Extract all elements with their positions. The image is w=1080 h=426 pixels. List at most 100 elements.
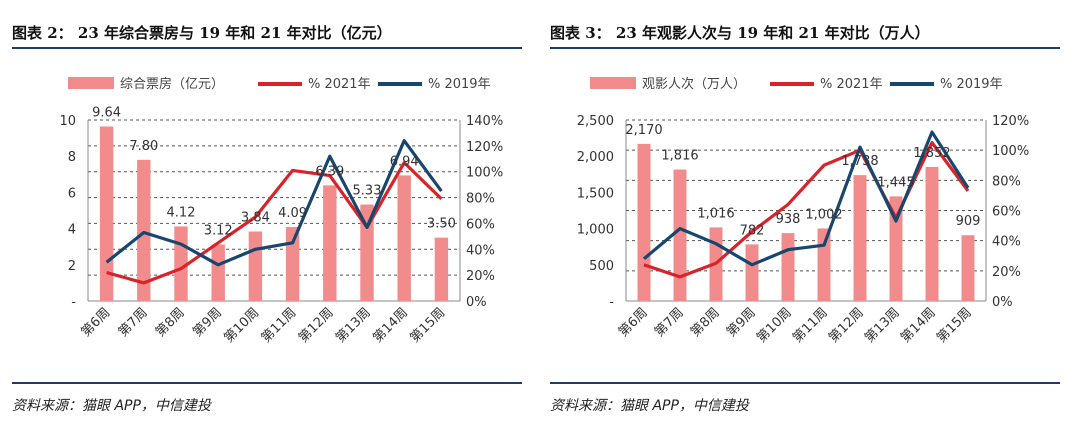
bar-data-label: 5.33 (353, 184, 382, 199)
right-tick-label: 80% (992, 174, 1021, 189)
left-tick-label: 2,500 (577, 114, 614, 129)
bar-data-label: 1,738 (841, 154, 878, 169)
bar (889, 196, 903, 301)
source-note: 资料来源：猫眼 APP，中信建投 (550, 398, 749, 414)
bar-data-label: 1,002 (805, 207, 842, 222)
right-tick-label: 80% (466, 192, 495, 207)
category-label: 第12周 (826, 305, 867, 346)
legend-label: % 2019年 (428, 77, 491, 92)
right-tick-label: 140% (466, 114, 503, 129)
left-panel: 图表 2： 23 年综合票房与 19 年和 21 年对比（亿元） 综合票房（亿元… (12, 0, 537, 426)
bar-data-label: 6.39 (315, 164, 344, 179)
left-tick-label: 1,500 (577, 186, 614, 201)
bar-data-label: 4.12 (167, 205, 196, 220)
bar (925, 166, 939, 301)
source-note: 资料来源：猫眼 APP，中信建投 (12, 398, 211, 414)
bar (434, 237, 449, 301)
source-divider (12, 382, 522, 384)
left-tick-label: 4 (68, 223, 76, 238)
legend-label: % 2019年 (940, 77, 1003, 92)
bar-data-label: 9.64 (92, 106, 121, 121)
category-label: 第15周 (934, 305, 975, 346)
legend-swatch-bars (68, 77, 114, 89)
bar-data-label: 3.50 (427, 217, 456, 232)
bar (99, 126, 114, 302)
left-tick-label: 2,000 (577, 150, 614, 165)
bar (745, 244, 759, 301)
category-label: 第15周 (408, 305, 449, 346)
left-tick-label: 500 (589, 259, 614, 274)
category-label: 第10周 (222, 305, 263, 346)
bar-data-label: 2,170 (625, 123, 662, 138)
right-tick-label: 120% (992, 114, 1029, 129)
bar (285, 226, 300, 301)
category-label: 第7周 (116, 305, 151, 340)
right-tick-label: 20% (466, 269, 495, 284)
bar-data-label: 1,445 (877, 175, 914, 190)
series-line-2019 (642, 130, 970, 267)
bar-data-label: 3.12 (204, 224, 233, 239)
left-tick-label: - (609, 295, 614, 310)
category-label: 第11周 (790, 305, 831, 346)
category-label: 第13周 (333, 305, 374, 346)
admissions-chart: 观影人次（万人） % 2021年 % 2019年 0% 20% 40% 60% 80% 100%… (577, 76, 1029, 346)
category-label: 第8周 (688, 305, 723, 340)
bar-data-label: 938 (776, 212, 801, 227)
category-label: 第13周 (862, 305, 903, 346)
bar (637, 143, 651, 301)
right-tick-label: 60% (466, 217, 495, 232)
bar (137, 159, 151, 301)
bar-data-label: 782 (740, 223, 765, 238)
left-tick-label: 1,000 (577, 223, 614, 238)
bar (673, 169, 687, 301)
right-tick-label: 0% (992, 295, 1013, 310)
bar (781, 233, 795, 301)
chart-title: 图表 2： 23 年综合票房与 19 年和 21 年对比（亿元） (12, 24, 392, 42)
category-label: 第14周 (898, 305, 939, 346)
right-tick-label: 100% (466, 166, 503, 181)
bar-data-label: 1,852 (913, 146, 950, 161)
legend-label: % 2021年 (820, 77, 883, 92)
left-tick-label: 6 (68, 186, 76, 201)
bar (817, 228, 831, 301)
title-divider (12, 47, 522, 49)
category-label: 第8周 (153, 305, 188, 340)
bar (248, 231, 263, 301)
category-label: 第14周 (370, 305, 411, 346)
bar-data-label: 1,016 (697, 206, 734, 221)
category-label: 第9周 (190, 305, 225, 340)
bar-data-label: 909 (956, 214, 981, 229)
source-divider (550, 382, 1060, 384)
box-office-chart: 综合票房（亿元） % 2021年 % 2019年 0% 20% 40% 60% 80% 100%… (59, 76, 503, 346)
bar-data-label: 3.84 (241, 210, 270, 225)
left-tick-label: - (71, 295, 76, 310)
legend-label: 观影人次（万人） (642, 76, 746, 92)
bar-data-label: 1,816 (661, 149, 698, 164)
legend: 观影人次（万人） % 2021年 % 2019年 (590, 76, 1003, 92)
category-label: 第10周 (754, 305, 795, 346)
series-line-2021 (106, 161, 443, 285)
bar (323, 185, 337, 301)
bar-data-label: 6.94 (390, 154, 419, 169)
category-label: 第12周 (296, 305, 337, 346)
bar (961, 235, 975, 301)
category-label: 第6周 (79, 305, 114, 340)
right-tick-label: 100% (992, 144, 1029, 159)
right-tick-label: 40% (466, 243, 495, 258)
left-tick-label: 2 (68, 259, 76, 274)
right-tick-label: 120% (466, 140, 503, 155)
right-panel: 图表 3： 23 年观影人次与 19 年和 21 年对比（万人） 观影人次（万人… (550, 0, 1075, 426)
category-label: 第11周 (259, 305, 300, 346)
legend-swatch-bars (590, 77, 636, 89)
bar-data-label: 7.80 (129, 139, 158, 154)
left-tick-label: 10 (59, 114, 76, 129)
right-tick-label: 0% (466, 295, 487, 310)
right-tick-label: 20% (992, 265, 1021, 280)
bar (397, 175, 411, 301)
category-label: 第6周 (616, 305, 651, 340)
chart-title: 图表 3： 23 年观影人次与 19 年和 21 年对比（万人） (550, 24, 930, 42)
right-tick-label: 60% (992, 205, 1021, 220)
right-tick-label: 40% (992, 235, 1021, 250)
title-divider (550, 47, 1060, 49)
bar-data-label: 4.09 (278, 206, 307, 221)
